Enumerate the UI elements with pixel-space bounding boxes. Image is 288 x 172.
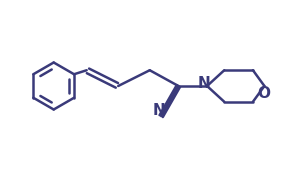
Text: N: N (153, 103, 165, 119)
Text: O: O (257, 86, 270, 101)
Text: N: N (197, 76, 210, 91)
